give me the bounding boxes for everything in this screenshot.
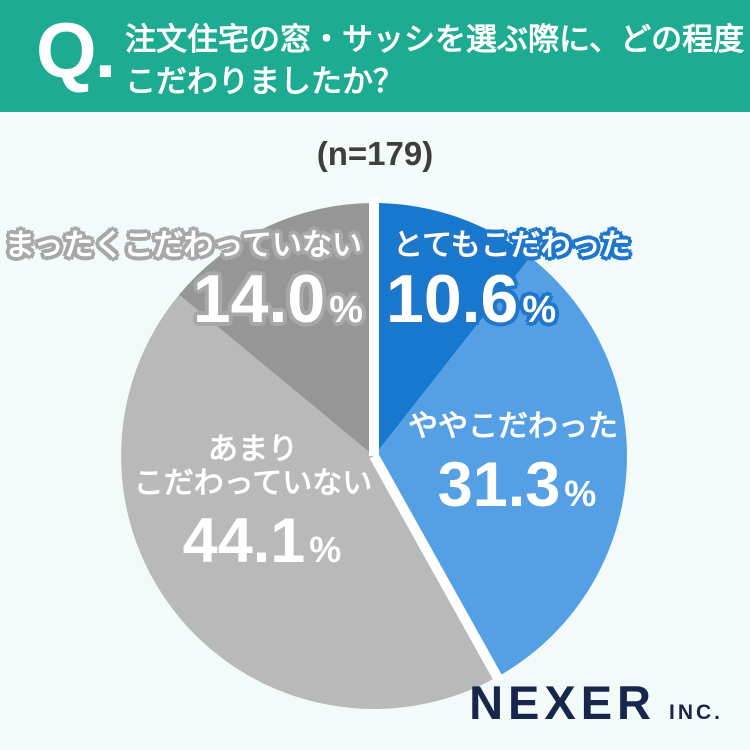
segment-value-notatall: 14.0% — [193, 265, 363, 333]
brand-logo: NEXER INC. — [469, 675, 723, 730]
brand-name: NEXER — [469, 676, 656, 729]
segment-label-very: とてもこだわった — [393, 229, 631, 262]
pie-segment-2 — [374, 257, 627, 677]
segment-label-notmuch-line2: こだわっていない — [133, 467, 373, 500]
segment-value-very: 10.6% — [386, 265, 556, 333]
question-title-line2: こだわりましたか？ — [125, 64, 404, 99]
question-title-line1: 注文住宅の窓・サッシを選ぶ際に、どの程度 — [125, 22, 745, 57]
segment-label-notmuch-line1: あまり — [208, 433, 298, 466]
segment-value-somewhat-number: 31.3 — [437, 450, 561, 520]
segment-value-notmuch: 44.1% — [183, 510, 342, 573]
pie-segment-4 — [179, 203, 374, 456]
sample-size: (n=179) — [316, 135, 434, 172]
question-header: Q. 注文住宅の窓・サッシを選ぶ際に、どの程度 こだわりましたか？ — [0, 0, 750, 112]
segment-label-notmuch: あまり こだわっていない — [134, 433, 373, 501]
segment-label-notatall: まったくこだわっていない — [4, 229, 362, 262]
segment-value-notatall-number: 14.0 — [192, 261, 326, 337]
question-mark: Q. — [36, 6, 116, 94]
segment-label-somewhat: ややこだわった — [408, 410, 618, 443]
segment-value-somewhat: 31.3% — [438, 454, 597, 517]
pie-segment-1 — [374, 203, 531, 456]
segment-value-notatall-unit: % — [329, 289, 363, 331]
question-title: 注文住宅の窓・サッシを選ぶ際に、どの程度 こだわりましたか？ — [125, 19, 744, 103]
segment-value-very-number: 10.6 — [386, 261, 519, 337]
segment-value-very-unit: % — [522, 289, 557, 331]
pie-segment-3 — [121, 294, 498, 709]
brand-suffix: INC. — [669, 701, 723, 724]
segment-value-notmuch-unit: % — [309, 529, 342, 570]
segment-value-somewhat-unit: % — [564, 473, 597, 514]
pie-separator-2 — [369, 453, 505, 684]
segment-value-notmuch-number: 44.1 — [182, 506, 306, 576]
